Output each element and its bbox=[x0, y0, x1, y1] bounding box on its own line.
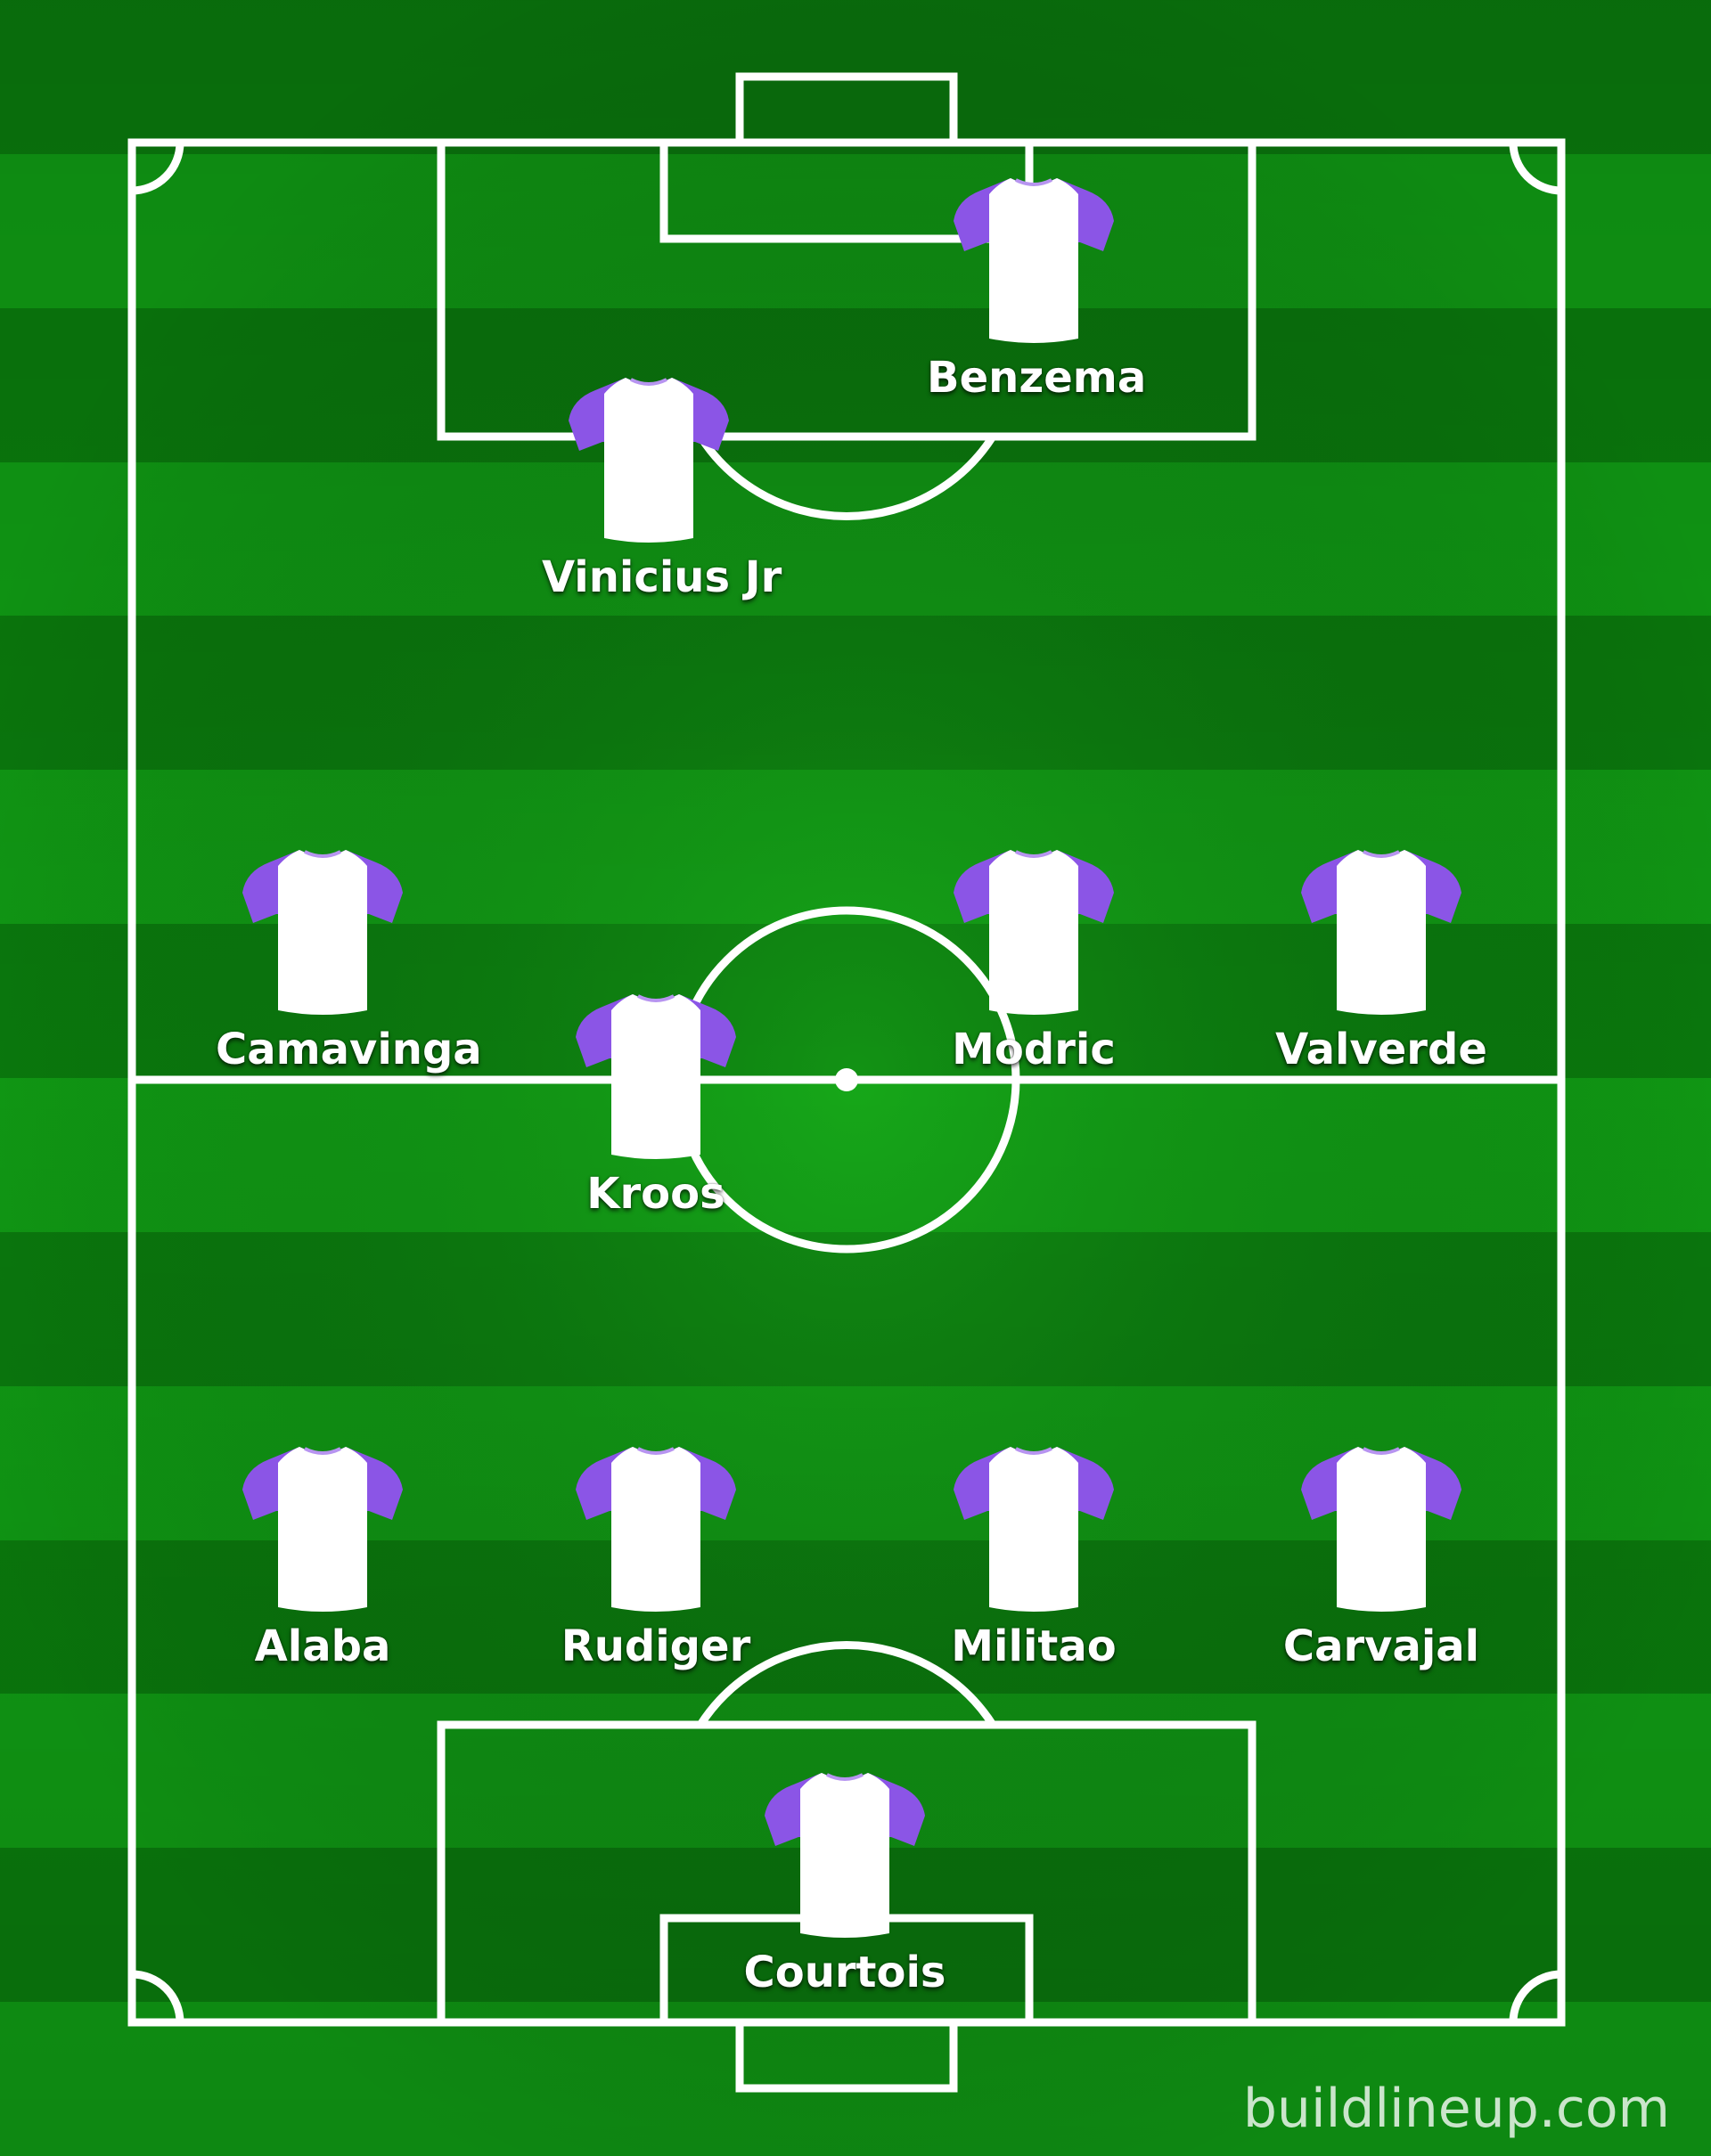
site-watermark: buildlineup.com bbox=[1242, 2078, 1670, 2140]
player-valverde[interactable]: Valverde bbox=[1274, 841, 1488, 1074]
player-benzema[interactable]: Benzema bbox=[927, 169, 1147, 403]
player-name: Kroos bbox=[586, 1169, 725, 1219]
shirt-icon bbox=[241, 1445, 405, 1613]
player-alaba[interactable]: Alaba bbox=[216, 1438, 430, 1671]
player-name: Benzema bbox=[927, 353, 1147, 403]
player-name: Alaba bbox=[254, 1621, 391, 1671]
player-modric[interactable]: Modric bbox=[927, 841, 1141, 1074]
player-name: Rudiger bbox=[561, 1621, 751, 1671]
player-name: Vinicius Jr bbox=[542, 552, 782, 602]
player-camavinga[interactable]: Camavinga bbox=[216, 841, 482, 1074]
shirt-icon bbox=[952, 1445, 1116, 1613]
corner-arc-top-right bbox=[1509, 142, 1562, 195]
player-vinicius-jr[interactable]: Vinicius Jr bbox=[542, 369, 782, 602]
shirt-icon bbox=[574, 1445, 738, 1613]
bottom-penalty-arc bbox=[697, 1640, 996, 1727]
player-name: Militao bbox=[951, 1621, 1117, 1671]
pitch-lines bbox=[127, 72, 1566, 2093]
shirt-icon bbox=[952, 176, 1116, 345]
player-name: Carvajal bbox=[1282, 1621, 1480, 1671]
shirt-icon bbox=[1299, 1445, 1463, 1613]
player-name: Camavinga bbox=[216, 1025, 482, 1074]
corner-arc-bottom-left bbox=[131, 1970, 184, 2023]
player-name: Valverde bbox=[1275, 1025, 1487, 1074]
corner-arc-bottom-right bbox=[1509, 1970, 1562, 2023]
shirt-icon bbox=[567, 376, 731, 544]
player-militao[interactable]: Militao bbox=[927, 1438, 1141, 1671]
player-kroos[interactable]: Kroos bbox=[549, 985, 763, 1219]
player-name: Courtois bbox=[743, 1948, 946, 1997]
bottom-goal bbox=[735, 2018, 958, 2093]
shirt-icon bbox=[952, 848, 1116, 1017]
top-penalty-arc bbox=[697, 434, 996, 521]
centre-spot bbox=[835, 1068, 858, 1091]
shirt-icon bbox=[574, 992, 738, 1161]
shirt-icon bbox=[763, 1771, 927, 1940]
player-courtois[interactable]: Courtois bbox=[738, 1764, 952, 1997]
player-rudiger[interactable]: Rudiger bbox=[549, 1438, 763, 1671]
shirt-icon bbox=[1299, 848, 1463, 1017]
corner-arc-top-left bbox=[131, 142, 184, 195]
shirt-icon bbox=[241, 848, 405, 1017]
player-name: Modric bbox=[952, 1025, 1116, 1074]
player-carvajal[interactable]: Carvajal bbox=[1274, 1438, 1488, 1671]
